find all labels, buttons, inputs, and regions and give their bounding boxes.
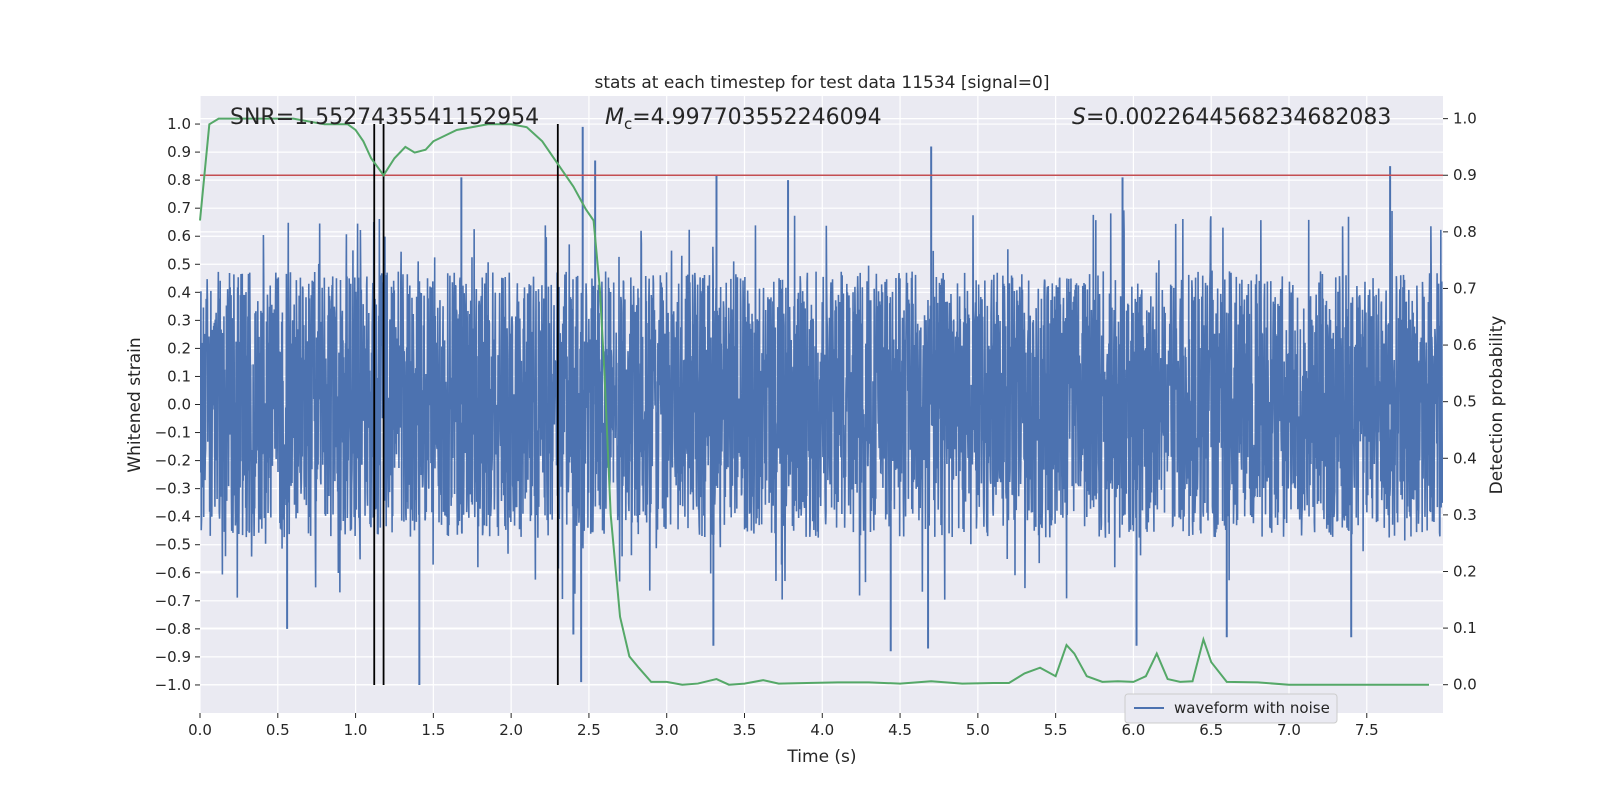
y-tick-label-left: −0.5 (155, 536, 191, 554)
x-tick-label: 2.0 (499, 721, 523, 739)
x-tick-label: 0.5 (266, 721, 290, 739)
legend-label-waveform: waveform with noise (1174, 699, 1330, 717)
x-tick-label: 2.5 (577, 721, 601, 739)
s-value: =0.0022644568234682083 (1086, 105, 1391, 130)
y-tick-label-left: −0.7 (155, 592, 191, 610)
y-tick-label-left: 0.3 (167, 311, 191, 329)
y-tick-label-left: −0.9 (155, 648, 191, 666)
chart-title: stats at each timestep for test data 115… (595, 73, 1050, 93)
y-tick-label-left: −0.4 (155, 508, 191, 526)
x-tick-label: 5.5 (1044, 721, 1068, 739)
y-axis-label-left: Whitened strain (125, 337, 145, 472)
x-tick-label: 3.0 (655, 721, 679, 739)
x-tick-label: 7.5 (1355, 721, 1379, 739)
x-axis-label: Time (s) (786, 747, 856, 767)
s-annotation: S=0.0022644568234682083 (1072, 105, 1391, 130)
x-tick-label: 7.0 (1277, 721, 1301, 739)
y-axis-label-right: Detection probability (1487, 316, 1507, 495)
snr-annotation: SNR=1.5527435541152954 (230, 105, 539, 130)
y-tick-label-right: 0.7 (1453, 279, 1477, 297)
y-tick-label-right: 0.2 (1453, 562, 1477, 580)
y-tick-label-left: 0.7 (167, 199, 191, 217)
x-tick-label: 3.5 (733, 721, 757, 739)
y-tick-label-left: 0.6 (167, 227, 191, 245)
y-tick-label-left: 0.2 (167, 339, 191, 357)
s-symbol: S (1072, 105, 1086, 130)
waveform-line (200, 210, 1443, 600)
legend-box (1124, 693, 1338, 724)
y-tick-label-right: 0.5 (1453, 393, 1477, 411)
x-tick-label: 6.0 (1121, 721, 1145, 739)
x-tick-label: 1.0 (344, 721, 368, 739)
y-tick-label-right: 0.0 (1453, 676, 1477, 694)
probability-series (199, 117, 1429, 686)
y-tick-label-right: 0.3 (1453, 506, 1477, 524)
legend: waveform with noise (1124, 693, 1338, 724)
y-tick-label-left: 0.9 (167, 143, 191, 161)
y-tick-label-left: −1.0 (155, 676, 191, 694)
y-tick-label-left: 0.8 (167, 171, 191, 189)
y-tick-label-right: 0.1 (1453, 619, 1477, 637)
x-tick-label: 5.0 (966, 721, 990, 739)
y-tick-label-left: 0.5 (167, 255, 191, 273)
x-tick-label: 1.5 (421, 721, 445, 739)
x-tick-label: 4.0 (810, 721, 834, 739)
y-tick-label-left: 0.1 (167, 367, 191, 385)
detection-probability-line (199, 117, 1429, 686)
y-tick-label-left: −0.2 (155, 452, 191, 470)
y-tick-label-right: 1.0 (1453, 110, 1477, 128)
reference-lines (200, 124, 1443, 685)
chirp-mass-annotation: Mc=4.997703552246094 (605, 105, 882, 133)
y-tick-label-left: −0.6 (155, 564, 191, 582)
y-tick-label-right: 0.6 (1453, 336, 1477, 354)
y-tick-label-right: 0.8 (1453, 223, 1477, 241)
y-tick-label-left: −0.3 (155, 480, 191, 498)
chirp-mass-subscript: c (624, 115, 632, 133)
waveform-series (200, 126, 1443, 685)
y-tick-label-left: 1.0 (167, 115, 191, 133)
x-tick-label: 6.5 (1199, 721, 1223, 739)
y-tick-label-right: 0.4 (1453, 449, 1477, 467)
y-tick-label-left: −0.8 (155, 620, 191, 638)
ticks: 0.0 0.5 1.0 1.5 2.0 2.5 3.0 3.5 4.0 4.5 5.0 5.5 6.0 6… (155, 110, 1477, 739)
y-tick-label-right: 0.9 (1453, 166, 1477, 184)
y-tick-label-left: 0.0 (167, 396, 191, 414)
x-tick-label: 4.5 (888, 721, 912, 739)
y-tick-label-left: 0.4 (167, 283, 191, 301)
y-tick-label-left: −0.1 (155, 424, 191, 442)
chirp-mass-symbol: M (605, 105, 624, 130)
chirp-mass-value: =4.997703552246094 (632, 105, 881, 130)
x-tick-label: 0.0 (188, 721, 212, 739)
